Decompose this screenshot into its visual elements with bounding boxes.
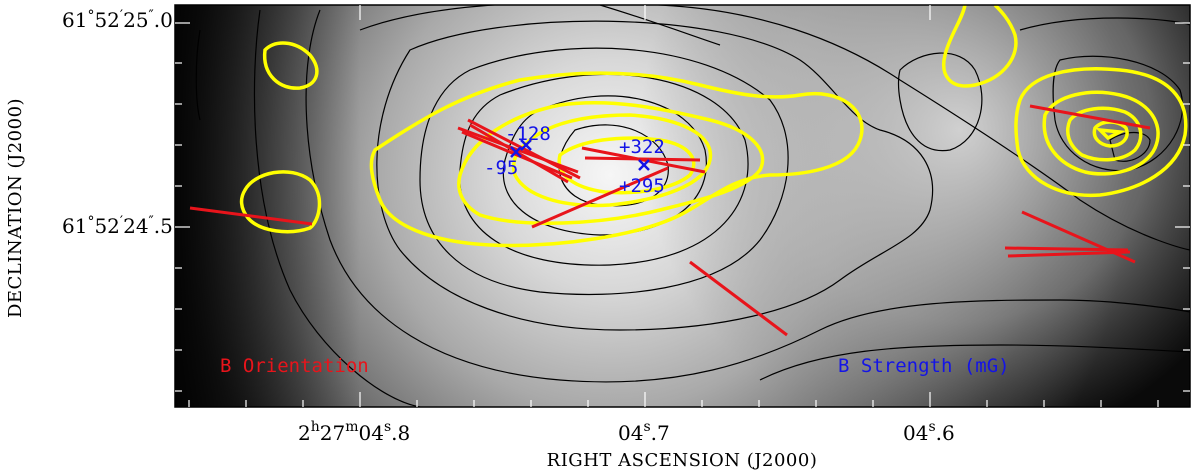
- yellow-contour: [1042, 90, 1160, 176]
- y-tick-labels: 61°52′25″.0 61°52′24″.5: [62, 8, 173, 238]
- x-tick-label: 2h27m04s.8: [298, 419, 410, 445]
- y-axis-title: DECLINATION (J2000): [5, 98, 26, 318]
- black-contour: [253, 9, 421, 407]
- black-contour: [1109, 131, 1151, 162]
- b-vector: [531, 166, 669, 229]
- x-axis-title: RIGHT ASCENSION (J2000): [547, 450, 818, 471]
- b-vector: [1007, 250, 1131, 258]
- y-tick-label: 61°52′25″.0: [62, 8, 173, 32]
- black-contour: [599, 5, 721, 46]
- b-vector: [461, 130, 573, 180]
- yellow-contour: [942, 5, 1018, 88]
- zeeman-value: +322: [619, 136, 665, 158]
- b-vector: [189, 206, 313, 226]
- yellow-contour: [1014, 67, 1188, 198]
- x-tick-labels: 2h27m04s.8 04s.7 04s.6: [298, 419, 955, 445]
- black-contour: [759, 344, 1190, 381]
- yellow-contour: [457, 100, 765, 225]
- black-contour: [376, 20, 934, 331]
- y-tick-label: 61°52′24″.5: [62, 214, 173, 238]
- yellow-contour: [511, 113, 713, 208]
- x-tick-label: 04s.7: [618, 419, 670, 445]
- b-strength-label: B Strength (mG): [838, 355, 1010, 377]
- yellow-contour: [369, 71, 864, 248]
- b-vector: [584, 156, 701, 162]
- zeeman-value: +295: [619, 175, 665, 197]
- b-vector: [689, 260, 788, 337]
- b-vector: [1004, 246, 1129, 252]
- yellow-contours: [239, 5, 1188, 248]
- black-contour: [359, 5, 1190, 251]
- zeeman-labels: -128 -95 +322 +295: [484, 123, 665, 197]
- tick-marks: [175, 5, 1190, 407]
- cross-marker-2: [510, 146, 522, 158]
- zeeman-value: -95: [484, 157, 518, 179]
- yellow-contour: [557, 136, 696, 195]
- yellow-contour: [1066, 106, 1143, 162]
- zeeman-markers: [510, 139, 650, 171]
- yellow-contour: [239, 170, 322, 234]
- cross-marker-3: [638, 159, 650, 171]
- cross-marker-1: [520, 139, 532, 151]
- black-contour: [419, 47, 789, 296]
- plot-frame: [174, 4, 1191, 408]
- b-vector: [467, 118, 581, 180]
- b-orientation-label: B Orientation: [220, 355, 369, 377]
- black-contours: [195, 5, 1190, 407]
- black-contour: [195, 29, 201, 121]
- black-contour: [1052, 55, 1184, 172]
- b-vector: [1029, 104, 1151, 130]
- b-orientation-vectors: [189, 104, 1151, 337]
- yellow-contour: [263, 41, 319, 90]
- black-contour: [897, 52, 983, 152]
- x-tick-label: 04s.6: [903, 419, 955, 445]
- yellow-contour: [1095, 127, 1127, 141]
- zeeman-value: -128: [505, 123, 551, 145]
